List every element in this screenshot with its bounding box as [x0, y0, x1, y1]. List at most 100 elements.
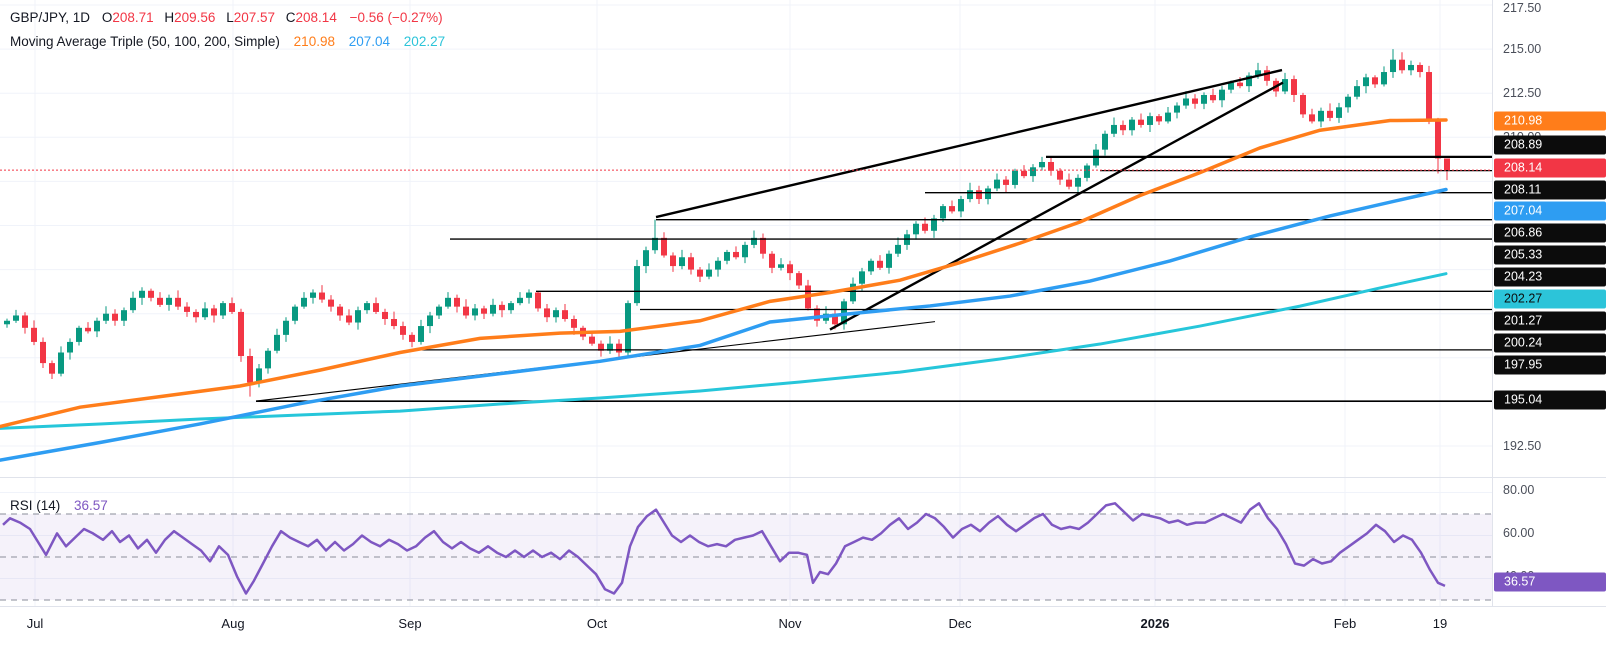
candle-body: [1138, 119, 1144, 125]
candle-body: [130, 297, 136, 311]
candle-body: [1057, 170, 1063, 180]
candle-body: [778, 264, 784, 268]
candle-body: [229, 303, 235, 312]
candle-body: [103, 313, 109, 321]
candle-body: [490, 304, 496, 314]
candle-body: [1336, 107, 1342, 118]
candle-body: [328, 299, 334, 307]
candle-body: [1291, 79, 1297, 95]
candle-body: [346, 315, 352, 323]
candle-body: [67, 341, 73, 353]
candle-body: [571, 318, 577, 328]
candle-body: [1066, 179, 1072, 187]
candle-body: [1165, 112, 1171, 122]
time-axis-label: Dec: [948, 616, 972, 631]
time-axis-label: Oct: [586, 616, 608, 631]
candle-body: [895, 244, 901, 254]
candle-body: [949, 206, 955, 212]
candle-body: [409, 334, 415, 342]
candle-body: [562, 310, 568, 319]
candle-body: [1372, 77, 1378, 85]
candle-body: [733, 251, 739, 258]
candle-body: [1246, 75, 1252, 87]
candle-body: [724, 251, 730, 261]
price-axis-badge: 207.04: [1494, 201, 1606, 221]
candle-body: [1201, 94, 1207, 104]
candle-body: [1228, 82, 1234, 90]
candle-body: [616, 343, 622, 353]
rsi-axis-label: 60.00: [1503, 526, 1535, 540]
candle-body: [1021, 170, 1027, 177]
candle-body: [517, 297, 523, 304]
candle-body: [544, 308, 550, 318]
candle-body: [85, 327, 91, 332]
candle-body: [1390, 59, 1396, 73]
candle-body: [1156, 116, 1162, 122]
candle-body: [661, 237, 667, 256]
candle-body: [157, 297, 163, 305]
candle-body: [166, 297, 172, 305]
candle-body: [1318, 110, 1324, 122]
trendline: [655, 68, 1283, 219]
candle-body: [292, 306, 298, 321]
candle-body: [886, 253, 892, 268]
candle-body: [1003, 179, 1009, 185]
candle-body: [526, 292, 532, 298]
open-value: 208.71: [112, 10, 154, 25]
candle-body: [472, 308, 478, 316]
candle-body: [742, 244, 748, 258]
candle-body: [373, 303, 379, 312]
candle-body: [589, 336, 595, 344]
change-value: −0.56 (−0.27%): [349, 10, 443, 25]
candle-body: [247, 356, 253, 383]
candle-body: [940, 206, 946, 219]
candle-body: [607, 343, 613, 351]
symbol-legend: GBP/JPY, 1D O208.71 H209.56 L207.57 C208…: [10, 10, 443, 25]
candle-body: [859, 271, 865, 284]
candle-body: [1327, 110, 1333, 118]
candle-body: [796, 273, 802, 286]
candle-body: [1147, 116, 1153, 125]
candle-body: [175, 297, 181, 307]
price-axis-badge: 195.04: [1494, 390, 1606, 410]
candle-body: [256, 368, 262, 383]
candle-body: [58, 352, 64, 374]
candle-body: [1102, 133, 1108, 150]
candle-body: [1075, 177, 1081, 187]
candle-body: [49, 363, 55, 374]
ma100-value: 207.04: [348, 34, 391, 49]
candle-body: [958, 199, 964, 212]
candle-body: [1183, 98, 1189, 106]
candle-body: [967, 190, 973, 200]
time-axis-border: [0, 606, 1606, 607]
candle-body: [454, 297, 460, 307]
price-axis-label: 217.50: [1503, 1, 1542, 15]
time-axis-label: Sep: [398, 616, 422, 631]
candle-body: [652, 237, 658, 251]
candle-body: [184, 306, 190, 312]
candle-body: [1399, 59, 1405, 71]
candle-body: [436, 306, 442, 316]
candle-body: [220, 303, 226, 316]
candle-body: [1120, 124, 1126, 131]
ma-100-line: [0, 187, 1448, 462]
candle-body: [337, 306, 343, 316]
ma-50-line: [0, 118, 1448, 429]
candle-body: [1111, 124, 1117, 134]
time-axis-label: Jul: [26, 616, 44, 631]
candle-body: [706, 269, 712, 277]
candle-body: [499, 304, 505, 311]
pane-separator[interactable]: [0, 477, 1606, 478]
price-axis-badge: 206.86: [1494, 223, 1606, 243]
candle-body: [1300, 94, 1306, 115]
candle-body: [1030, 167, 1036, 177]
price-axis-border: [1492, 0, 1493, 606]
price-axis-badge: 210.98: [1494, 111, 1606, 131]
candle-body: [994, 179, 1000, 189]
candle-body: [445, 297, 451, 307]
candle-body: [1408, 64, 1414, 71]
candle-body: [598, 343, 604, 351]
rsi-value: 36.57: [74, 498, 108, 513]
